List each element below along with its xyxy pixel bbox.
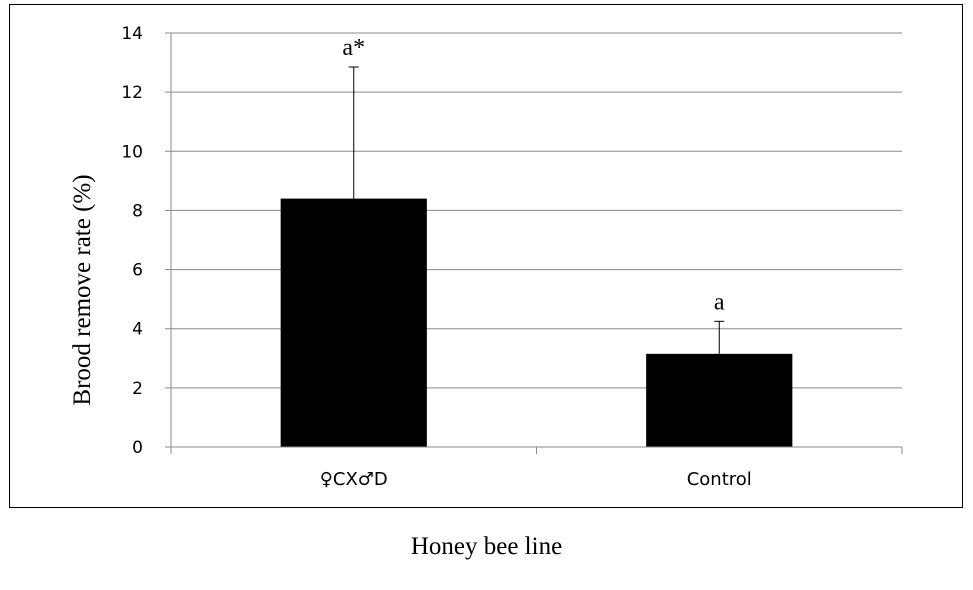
chart-frame xyxy=(9,4,963,508)
bar xyxy=(280,198,427,447)
y-tick-label: 14 xyxy=(121,24,143,44)
y-tick-label: 2 xyxy=(132,379,143,399)
y-tick-label: 4 xyxy=(132,320,143,340)
significance-label: a xyxy=(714,289,725,315)
y-tick-label: 0 xyxy=(132,438,143,458)
y-tick-label: 10 xyxy=(121,142,143,162)
bars xyxy=(280,66,793,447)
y-tick-label: 12 xyxy=(121,83,143,103)
significance-label: a* xyxy=(342,35,365,61)
axes xyxy=(165,32,903,454)
bar xyxy=(646,353,793,447)
x-tick-label: Control xyxy=(687,469,752,490)
labels: 0 2 4 6 8 10 12 14 a* ♀CX♂D a Control xyxy=(121,24,751,490)
y-tick-label: 8 xyxy=(132,201,143,221)
x-axis-title: Honey bee line xyxy=(410,533,563,560)
x-tick-label: ♀CX♂D xyxy=(320,469,388,490)
y-tick-label: 6 xyxy=(132,261,143,281)
y-axis-title: Brood remove rate (%) xyxy=(69,174,96,405)
